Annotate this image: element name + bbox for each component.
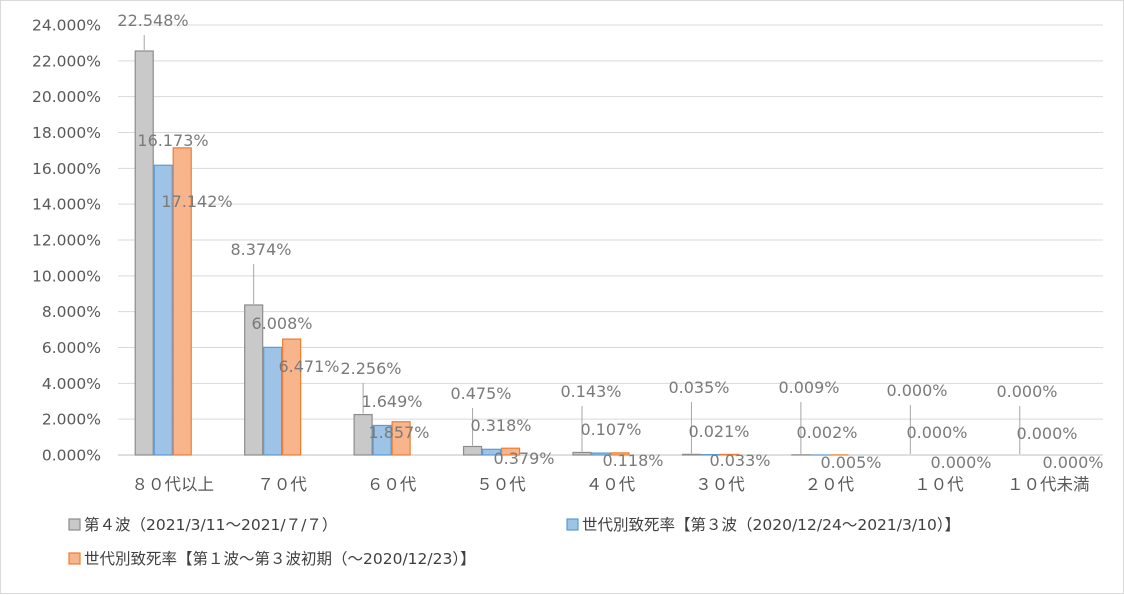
data-label: 17.142%	[161, 192, 232, 211]
data-label: 6.471%	[278, 357, 339, 376]
legend-entry: 世代別致死率【第１波～第３波初期（～2020/12/23）】	[84, 550, 476, 568]
data-label: 22.548%	[117, 11, 188, 30]
legend: 第４波（2021/3/11～2021/７/７） 世代別致死率【第３波（2020/1…	[69, 516, 960, 568]
data-label: 1.649%	[361, 392, 422, 411]
x-axis-categories: ８０代以上 ７０代 ６０代 ５０代 ４０代 ３０代 ２０代 １０代 １０代未満	[131, 475, 1089, 494]
data-label: 8.374%	[230, 240, 291, 259]
legend-swatch	[69, 519, 80, 530]
data-label: 1.857%	[368, 423, 429, 442]
y-tick-label: 4.000%	[42, 375, 101, 393]
x-category-label: ８０代以上	[131, 475, 214, 494]
data-label: 0.000%	[906, 423, 967, 442]
y-tick-label: 24.000%	[32, 17, 101, 35]
x-category-label: ２０代	[805, 475, 855, 494]
data-label: 0.475%	[450, 384, 511, 403]
x-category-label: ３０代	[695, 475, 745, 494]
y-tick-label: 10.000%	[32, 267, 101, 285]
y-tick-label: 8.000%	[42, 303, 101, 321]
legend-entry: 第４波（2021/3/11～2021/７/７）	[84, 516, 337, 534]
data-label: 0.107%	[580, 420, 641, 439]
data-label: 0.000%	[996, 382, 1057, 401]
bar	[682, 454, 700, 455]
data-label: 0.000%	[886, 381, 947, 400]
data-label: 0.318%	[470, 416, 531, 435]
data-label: 0.000%	[930, 453, 991, 472]
data-label: 6.008%	[251, 314, 312, 333]
y-tick-label: 14.000%	[32, 196, 101, 214]
data-label: 0.000%	[1042, 453, 1103, 472]
bar	[464, 446, 482, 455]
y-tick-label: 20.000%	[32, 88, 101, 106]
legend-entry: 世代別致死率【第３波（2020/12/24～2021/3/10）】	[582, 516, 960, 534]
y-axis-ticks: 0.000% 2.000% 4.000% 6.000% 8.000% 10.000% 12.…	[32, 17, 101, 465]
data-label: 0.035%	[668, 378, 729, 397]
x-category-label: ４０代	[586, 475, 636, 494]
y-tick-label: 0.000%	[42, 447, 101, 465]
x-category-label: ６０代	[367, 475, 417, 494]
data-label: 0.009%	[778, 378, 839, 397]
data-label: 0.033%	[709, 451, 770, 470]
data-label: 0.005%	[820, 453, 881, 472]
y-tick-label: 12.000%	[32, 232, 101, 250]
data-label: 2.256%	[340, 359, 401, 378]
x-category-label: ７０代	[257, 475, 307, 494]
y-tick-label: 6.000%	[42, 339, 101, 357]
bar	[135, 51, 153, 455]
y-tick-label: 2.000%	[42, 411, 101, 429]
y-tick-label: 22.000%	[32, 52, 101, 70]
y-tick-label: 16.000%	[32, 160, 101, 178]
data-label: 0.118%	[602, 451, 663, 470]
data-label: 16.173%	[137, 131, 208, 150]
x-category-label: １０代	[914, 475, 964, 494]
data-label: 0.143%	[560, 382, 621, 401]
bar	[573, 452, 591, 455]
data-label: 0.000%	[1016, 424, 1077, 443]
legend-swatch	[567, 519, 578, 530]
data-label: 0.379%	[493, 449, 554, 468]
x-category-label: １０代未満	[1007, 475, 1090, 494]
legend-swatch	[69, 553, 80, 564]
y-tick-label: 18.000%	[32, 124, 101, 142]
data-label: 0.002%	[796, 423, 857, 442]
x-category-label: ５０代	[476, 475, 526, 494]
data-label: 0.021%	[688, 422, 749, 441]
